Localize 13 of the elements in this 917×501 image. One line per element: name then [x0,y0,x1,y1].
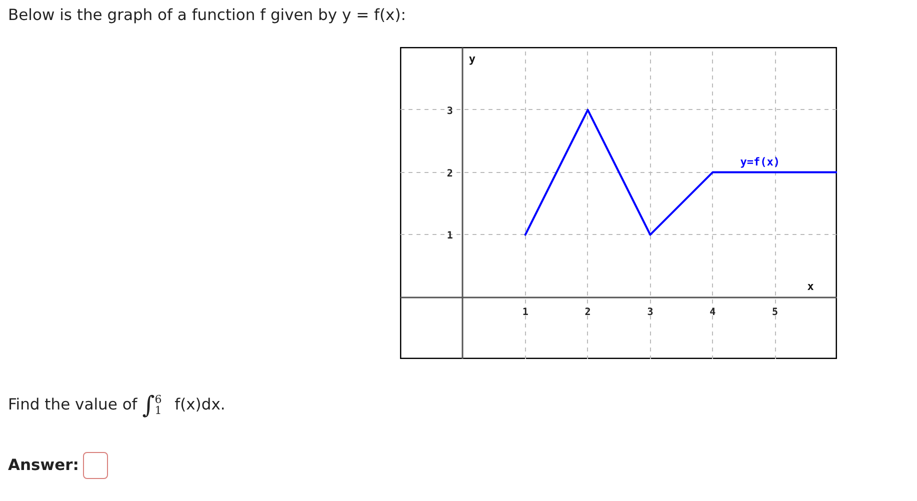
x-tick-label: 4 [710,307,716,318]
x-axis-title: x [807,280,814,294]
x-tick-label: 3 [647,307,654,318]
y-axis-title: y [468,52,476,66]
y-tick-label: 1 [446,230,453,242]
x-tick-label: 2 [584,307,591,318]
text: Below is the graph of a function f given by y = f(x): [7,5,406,26]
text: Answer: [8,455,79,476]
y-tick-label: 2 [446,168,453,180]
x-tick-label: 5 [772,307,778,318]
series-label: y=f(x) [740,155,780,168]
y-tick-label: 3 [446,106,453,117]
x-tick-label: 1 [522,307,528,318]
